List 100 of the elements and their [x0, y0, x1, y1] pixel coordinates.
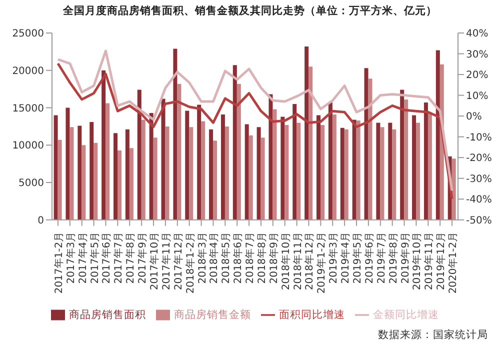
bar [388, 122, 392, 220]
x-tick-label: 2018年4月 [208, 232, 220, 284]
y2-tick-label: -50% [466, 215, 492, 226]
bar [436, 50, 440, 220]
bar [320, 124, 324, 220]
y-tick-label: 5000 [18, 178, 44, 190]
x-tick-label: 2017年4月 [76, 232, 89, 284]
x-tick-label: 2018年10月 [280, 232, 292, 290]
x-tick-label: 2018年6月 [232, 232, 244, 284]
bar [149, 112, 154, 220]
bar [173, 48, 178, 220]
bar [380, 127, 384, 220]
x-tick-label: 2019年5月 [352, 232, 364, 284]
bar [364, 68, 368, 220]
bar [106, 103, 110, 220]
x-tick-label: 2017年9月 [136, 232, 149, 284]
bar [376, 122, 380, 220]
bar [272, 109, 277, 220]
bar [102, 70, 106, 220]
x-tick-label: 2017年5月 [88, 232, 101, 284]
source-note: 数据来源：国家统计局 [378, 328, 488, 342]
bar [428, 112, 432, 220]
x-tick-label: 2019年9月 [399, 232, 412, 284]
x-tick-label: 2017年8月 [124, 232, 137, 284]
bar [125, 129, 130, 220]
x-tick-label: 2019年10月 [411, 232, 424, 290]
x-tick-label: 2018年5月 [220, 232, 232, 284]
bar [58, 140, 62, 220]
x-tick-label: 2018年8月 [256, 232, 268, 284]
x-tick-label: 2019年12月 [435, 232, 448, 290]
x-tick-label: 2018年3月 [196, 232, 208, 284]
bar [220, 114, 225, 220]
x-tick-label: 2017年7月 [112, 232, 125, 284]
legend-label: 金额同比增速 [373, 308, 439, 321]
bar [137, 90, 142, 220]
y2-tick-label: -10% [466, 132, 492, 144]
bar [153, 138, 158, 220]
bar [416, 122, 420, 220]
x-tick-label: 2018年9月 [268, 232, 280, 284]
x-tick-label: 2017年6月 [100, 232, 113, 284]
bar [117, 150, 122, 220]
y-tick-label: 10000 [12, 140, 44, 152]
x-tick-label: 2017年11月 [160, 232, 172, 290]
bar [165, 126, 170, 220]
y2-tick-label: -30% [466, 174, 492, 185]
bar [412, 115, 416, 220]
bar [161, 98, 166, 220]
legend-label: 面积同比增速 [279, 308, 345, 321]
bar [197, 104, 202, 220]
bar [256, 127, 261, 220]
x-tick-label: 2018年11月 [292, 232, 304, 290]
bar [392, 129, 396, 220]
x-tick-label: 2019年11月 [423, 232, 436, 290]
x-tick-label: 2018年1-2月 [184, 232, 196, 294]
x-tick-label: 2019年7月 [375, 232, 388, 284]
bar [304, 46, 309, 220]
legend-label: 商品房销售金额 [174, 308, 251, 321]
bar [201, 121, 206, 220]
bar [284, 124, 289, 220]
bar [356, 120, 360, 220]
bar [260, 138, 265, 220]
bar [368, 78, 372, 220]
bar [141, 120, 146, 220]
bar [209, 129, 214, 220]
bar [340, 128, 344, 220]
bar [82, 145, 86, 220]
bar [129, 148, 134, 220]
y-tick-label: 25000 [12, 28, 44, 40]
bar [296, 122, 301, 220]
x-tick-label: 2019年1-2月 [316, 232, 328, 294]
x-tick-label: 2019年3月 [328, 232, 340, 284]
bar [424, 102, 428, 220]
y2-tick-label: 40% [466, 28, 488, 40]
bar [316, 115, 320, 220]
bar [189, 127, 194, 220]
bar [236, 84, 241, 220]
bar [90, 122, 94, 220]
bar [54, 115, 58, 220]
y2-tick-label: 30% [466, 49, 488, 60]
bar [352, 120, 356, 220]
y2-tick-label: 0% [466, 112, 482, 123]
bar [78, 126, 82, 220]
x-tick-label: 2020年1-2月 [447, 232, 460, 294]
bar [268, 94, 273, 220]
x-tick-label: 2019年6月 [363, 232, 376, 284]
bar [185, 110, 190, 220]
chart-title: 全国月度商品房销售面积、销售金额及其同比走势（单位：万平方米、亿元） [62, 4, 438, 18]
y2-tick-label: 20% [466, 70, 488, 82]
x-tick-label: 2019年8月 [387, 232, 400, 284]
bar [292, 104, 297, 220]
bar [70, 127, 74, 220]
bar [308, 66, 313, 220]
x-tick-label: 2018年12月 [304, 232, 316, 290]
x-tick-label: 2017年10月 [148, 232, 160, 290]
bar [280, 116, 285, 220]
x-tick-label: 2018年7月 [244, 232, 256, 284]
y2-tick-label: -20% [466, 153, 492, 164]
bar [328, 102, 332, 220]
x-tick-label: 2019年4月 [340, 232, 352, 284]
bar [213, 140, 218, 220]
